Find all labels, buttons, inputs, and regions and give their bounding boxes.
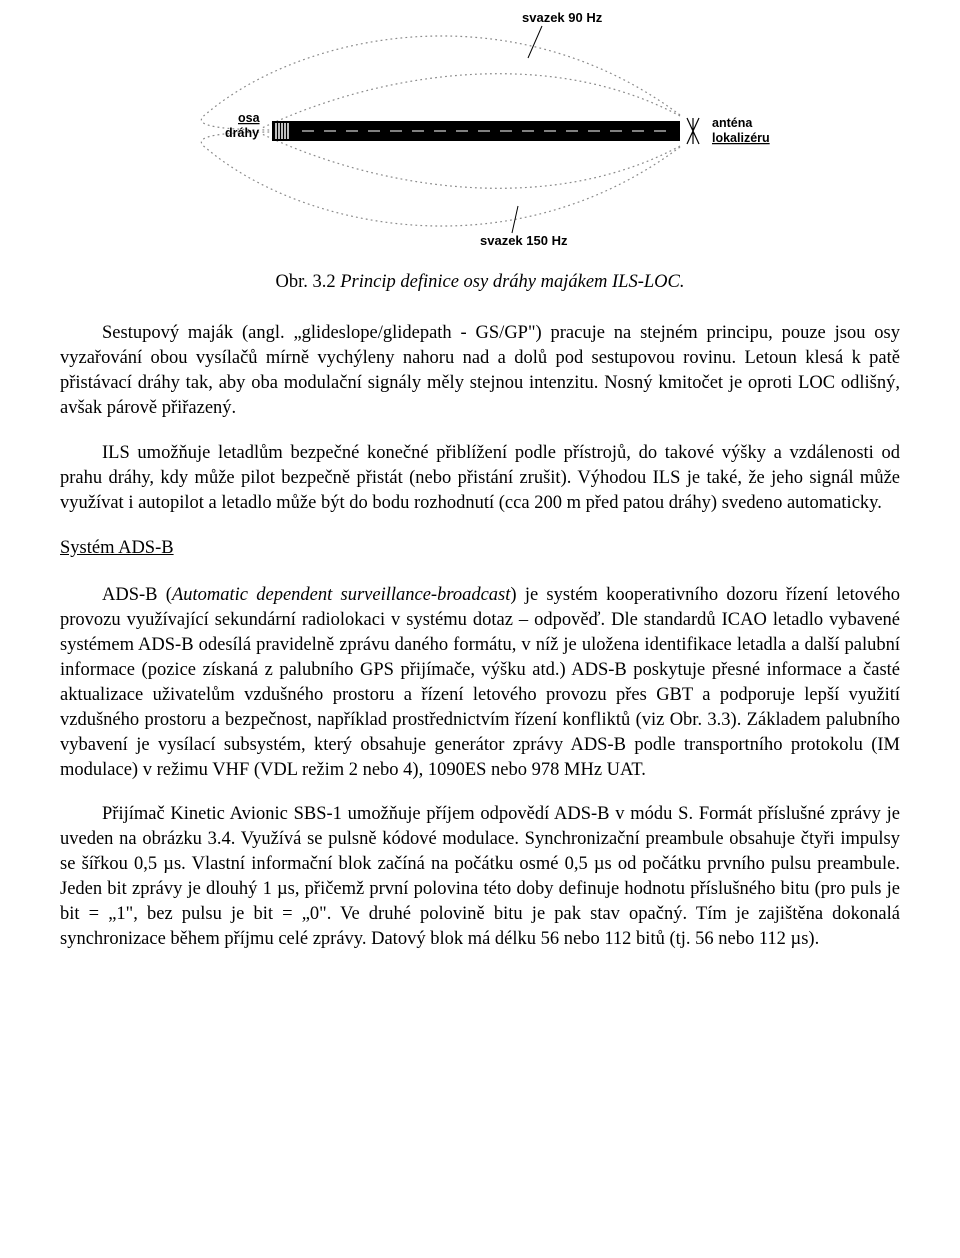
- paragraph-glideslope: Sestupový maják (angl. „glideslope/glide…: [60, 321, 900, 421]
- adsb-italic-term: Automatic dependent surveillance-broadca…: [172, 585, 510, 605]
- label-antena: anténa: [712, 116, 753, 130]
- label-bottom-beam: svazek 150 Hz: [480, 233, 568, 248]
- runway: [272, 121, 680, 141]
- caption-text: Princip definice osy dráhy majákem ILS-L…: [340, 272, 684, 292]
- localizer-antenna-icon: [687, 118, 699, 144]
- label-drahy: dráhy: [225, 126, 259, 140]
- paragraph-sbs1: Přijímač Kinetic Avionic SBS-1 umožňuje …: [60, 802, 900, 952]
- label-top-beam: svazek 90 Hz: [522, 10, 603, 25]
- adsb-lead: ADS-B (: [102, 585, 172, 605]
- ils-diagram: svazek 90 Hz svazek 150 Hz osa dráhy ant…: [60, 0, 900, 256]
- label-lokalizeru: lokalizéru: [712, 131, 770, 145]
- label-osa: osa: [238, 111, 261, 125]
- caption-number: Obr. 3.2: [276, 272, 336, 292]
- paragraph-adsb-intro: ADS-B (Automatic dependent surveillance-…: [60, 583, 900, 783]
- adsb-rest: ) je systém kooperativního dozoru řízení…: [60, 585, 900, 780]
- figure-caption: Obr. 3.2 Princip definice osy dráhy majá…: [60, 270, 900, 295]
- paragraph-ils-benefit: ILS umožňuje letadlům bezpečné konečné p…: [60, 441, 900, 516]
- section-heading-adsb: Systém ADS-B: [60, 536, 900, 561]
- ils-diagram-svg: svazek 90 Hz svazek 150 Hz osa dráhy ant…: [150, 8, 810, 256]
